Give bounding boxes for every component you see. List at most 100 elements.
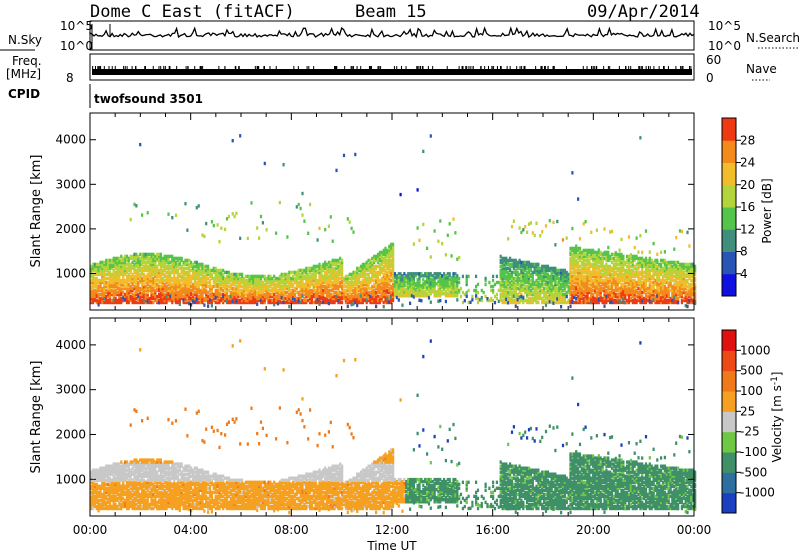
power-echo [520, 295, 522, 298]
power-echo [543, 283, 545, 286]
power-echo [343, 277, 345, 280]
power-echo [509, 263, 511, 266]
power-echo [258, 275, 260, 278]
power-echo [630, 257, 632, 260]
power-echo [313, 265, 315, 268]
power-echo [426, 247, 428, 250]
power-echo [105, 289, 107, 292]
power-echo [464, 293, 466, 296]
power-echo [422, 282, 424, 285]
power-echo [502, 299, 504, 302]
power-echo [569, 257, 571, 260]
power-echo [585, 220, 587, 223]
power-echo [541, 265, 543, 268]
power-echo [528, 297, 530, 300]
power-echo [505, 257, 507, 260]
power-echo [196, 261, 198, 264]
power-echo [135, 253, 137, 256]
power-echo [284, 297, 286, 300]
power-echo [94, 263, 96, 266]
power-echo [496, 275, 498, 278]
power-echo [150, 253, 152, 256]
power-echo [207, 291, 209, 294]
power-echo [377, 271, 379, 274]
power-echo [415, 272, 417, 275]
power-echo [303, 283, 305, 286]
power-echo [201, 263, 203, 266]
power-echo [247, 275, 249, 278]
power-echo [343, 283, 345, 286]
power-echo [577, 295, 579, 298]
power-echo [517, 293, 519, 296]
power-echo [541, 230, 543, 233]
power-echo [632, 269, 634, 272]
power-echo [401, 274, 403, 277]
power-echo [256, 275, 258, 278]
power-echo [222, 269, 224, 272]
power-echo [318, 303, 320, 306]
power-echo [354, 287, 356, 290]
power-echo [130, 263, 132, 266]
power-echo [250, 287, 252, 290]
power-echo [505, 267, 507, 270]
power-echo [118, 287, 120, 290]
power-echo [617, 273, 619, 276]
power-echo [577, 253, 579, 256]
power-echo [430, 255, 432, 258]
power-echo [592, 263, 594, 266]
power-echo [271, 277, 273, 280]
power-echo [615, 271, 617, 274]
power-echo [569, 305, 571, 308]
power-echo [290, 277, 292, 280]
power-echo [475, 285, 477, 288]
power-echo [198, 301, 200, 304]
power-echo [213, 224, 215, 227]
power-echo [181, 265, 183, 268]
power-echo [583, 222, 585, 225]
power-echo [252, 275, 254, 278]
power-echo [375, 291, 377, 294]
power-echo [132, 255, 134, 258]
power-echo [592, 289, 594, 292]
power-echo [588, 259, 590, 262]
power-echo [245, 275, 247, 278]
power-echo [303, 297, 305, 300]
power-echo [517, 298, 519, 301]
power-echo [241, 285, 243, 288]
power-echo [524, 273, 526, 276]
power-echo [605, 251, 607, 254]
power-echo [339, 277, 341, 280]
power-echo [613, 289, 615, 292]
power-echo [634, 271, 636, 274]
power-echo [262, 275, 264, 278]
power-echo [603, 279, 605, 282]
power-echo [401, 304, 403, 307]
power-echo [477, 291, 479, 294]
power-echo [209, 293, 211, 296]
power-echo [369, 277, 371, 280]
power-echo [613, 263, 615, 266]
power-echo [390, 269, 392, 272]
power-echo [598, 298, 600, 301]
power-echo [371, 261, 373, 264]
power-echo [143, 265, 145, 268]
power-echo [347, 293, 349, 296]
power-echo [358, 273, 360, 276]
power-echo [292, 301, 294, 304]
power-echo [617, 267, 619, 270]
power-echo [275, 283, 277, 286]
power-echo [164, 279, 166, 282]
power-echo [124, 279, 126, 282]
power-echo [139, 287, 141, 290]
power-echo [390, 259, 392, 262]
power-echo [437, 284, 439, 287]
power-echo [626, 265, 628, 268]
power-echo [166, 295, 168, 298]
power-echo [613, 299, 615, 302]
power-echo [226, 275, 228, 278]
power-echo [339, 291, 341, 294]
power-echo [351, 227, 353, 230]
power-echo [228, 295, 230, 298]
power-echo [481, 289, 483, 292]
